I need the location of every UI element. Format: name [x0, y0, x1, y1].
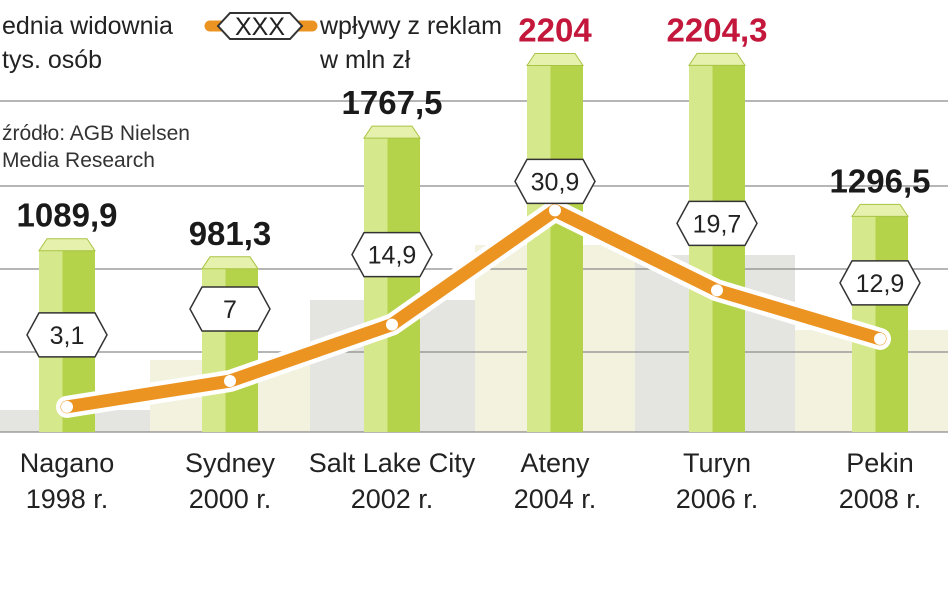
category-label: 2004 r.	[514, 484, 597, 514]
category-label: 1998 r.	[26, 484, 109, 514]
legend: ednia widownia tys. osób XXX wpływy z re…	[2, 12, 502, 74]
ad-value-badge: 19,7	[676, 200, 758, 247]
legend-hexagon-icon	[216, 12, 304, 40]
hexagon-icon	[676, 200, 758, 247]
category-label: Nagano	[20, 448, 115, 478]
hexagon-icon	[514, 158, 596, 205]
ad-revenue-line	[56, 199, 891, 418]
hexagon-icon	[351, 231, 433, 278]
line-path	[60, 203, 887, 414]
category-label: 2000 r.	[189, 484, 272, 514]
bar-value-labels: 1089,9 981,3 1767,5 2204 2204,3 1296,5	[17, 11, 931, 251]
category-labels: Nagano 1998 r. Sydney 2000 r. Salt Lake City…	[20, 448, 922, 514]
legend-line-label-line2: w mln zł	[319, 46, 411, 74]
line-point	[874, 332, 886, 345]
source-line2: Media Research	[2, 149, 155, 172]
ad-value-badge: 12,9	[839, 260, 921, 306]
bar-cap	[38, 238, 96, 252]
ad-value-label: 30,9	[531, 168, 580, 196]
hexagon-icon	[26, 312, 108, 358]
category-label: Pekin	[846, 448, 914, 478]
legend-bars-label-line1: ednia widownia	[2, 12, 173, 40]
legend-line-label-line1: wpływy z reklam	[319, 12, 502, 40]
bar	[201, 256, 259, 432]
category-label: 2006 r.	[676, 484, 759, 514]
ad-value-label: 12,9	[856, 270, 905, 298]
ad-value-label: 19,7	[693, 210, 742, 238]
bar-value-label: 1296,5	[830, 162, 931, 199]
source-note: źródło: AGB Nielsen Media Research	[2, 122, 190, 172]
bar-cap	[851, 203, 909, 217]
ad-value-label: 7	[223, 296, 237, 324]
bar-cap	[688, 52, 746, 66]
bar-value-label: 1767,5	[342, 84, 443, 121]
category-label: Salt Lake City	[309, 448, 476, 478]
gridlines	[0, 100, 948, 433]
line-point	[386, 318, 398, 331]
ad-value-badge: 30,9	[514, 158, 596, 205]
bar	[526, 52, 584, 433]
bar-cap	[526, 52, 584, 66]
hexagon-icon	[839, 260, 921, 306]
ad-value-labels: 3,1 7 14,9 30,9 19,7 12,9	[26, 158, 921, 358]
category-label: 2002 r.	[351, 484, 434, 514]
bar	[851, 203, 909, 432]
ad-value-badge: 3,1	[26, 312, 108, 358]
category-label: Turyn	[683, 448, 751, 478]
category-label: Ateny	[520, 448, 590, 478]
bar-highlight	[364, 138, 388, 432]
ad-value-label: 3,1	[50, 322, 85, 350]
line-point	[61, 400, 73, 413]
ad-value-label: 14,9	[368, 242, 417, 270]
line-point	[549, 204, 561, 217]
bar	[688, 52, 746, 432]
bar-value-label: 2204	[518, 11, 592, 48]
bar-highlight	[527, 65, 551, 433]
bar	[363, 125, 421, 432]
legend-line-symbol: XXX	[204, 12, 318, 41]
line-point	[711, 284, 723, 297]
hexagon-icon	[189, 286, 271, 332]
category-label: Sydney	[185, 448, 276, 478]
bar-value-label: 1089,9	[17, 197, 118, 234]
bar-cap	[201, 256, 259, 270]
line-point	[224, 375, 236, 388]
bar-highlight	[689, 65, 713, 432]
ad-value-badge: 14,9	[351, 231, 433, 278]
category-label: 2008 r.	[839, 484, 922, 514]
bar-value-label: 981,3	[189, 215, 272, 252]
bar-cap	[363, 125, 421, 139]
source-line1: źródło: AGB Nielsen	[2, 122, 190, 145]
bar-value-label: 2204,3	[667, 11, 768, 48]
legend-line-symbol-text: XXX	[235, 13, 285, 41]
legend-bars-label-line2: tys. osób	[2, 46, 102, 74]
ad-value-badge: 7	[189, 286, 271, 332]
